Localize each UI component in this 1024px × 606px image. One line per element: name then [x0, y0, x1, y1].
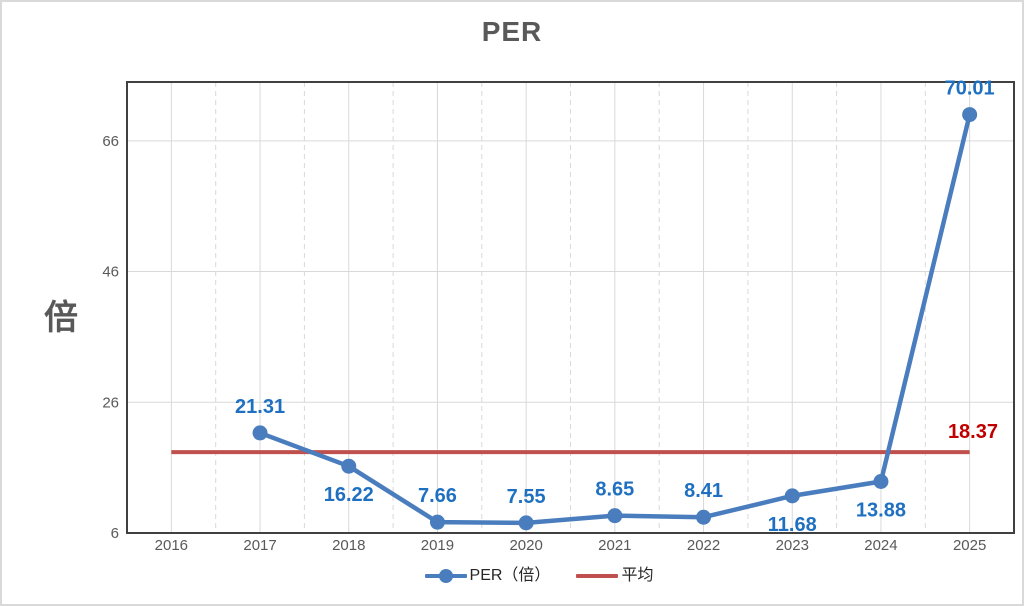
x-tick-label-2023: 2023	[776, 537, 809, 554]
data-label-2018: 16.22	[324, 484, 374, 506]
x-tick-label-2025: 2025	[953, 537, 986, 554]
y-tick-label-26: 26	[102, 394, 119, 411]
data-point-2023	[784, 488, 800, 504]
x-tick-label-2020: 2020	[509, 537, 542, 554]
chart-title: PER	[481, 16, 543, 47]
data-point-2021	[607, 508, 623, 524]
y-tick-label-66: 66	[102, 133, 119, 150]
x-tick-label-2022: 2022	[687, 537, 720, 554]
y-axis-title: 倍	[44, 299, 78, 337]
plot-border	[126, 81, 1015, 534]
legend: PER（倍） 平均	[56, 568, 1022, 584]
data-label-2017: 21.31	[235, 396, 285, 418]
x-tick-label-2017: 2017	[243, 537, 276, 554]
data-label-2024: 13.88	[856, 499, 906, 521]
x-tick-label-2024: 2024	[864, 537, 897, 554]
data-label-2023: 11.68	[768, 514, 817, 536]
legend-label-per: PER（倍）	[469, 567, 551, 584]
data-point-2018	[341, 458, 357, 474]
data-label-2021: 8.65	[595, 479, 634, 501]
data-point-2019	[429, 514, 445, 530]
legend-item-average: 平均	[576, 568, 653, 584]
y-tick-label-46: 46	[102, 264, 119, 281]
x-tick-label-2019: 2019	[421, 537, 454, 554]
data-label-2022: 8.41	[684, 480, 723, 502]
legend-label-average: 平均	[621, 567, 654, 584]
average-line-sample	[576, 574, 619, 578]
per-marker-sample	[438, 569, 453, 583]
y-tick-label-6: 6	[111, 525, 119, 542]
data-point-2020	[518, 515, 534, 531]
legend-item-per: PER（倍）	[424, 567, 551, 584]
x-tick-label-2016: 2016	[155, 537, 188, 554]
data-label-2025: 70.01	[945, 78, 995, 100]
average-value-label: 18.37	[948, 421, 998, 443]
x-tick-label-2018: 2018	[332, 537, 365, 554]
per-line-sample	[424, 569, 467, 583]
data-label-2020: 7.55	[507, 486, 546, 508]
data-point-2024	[873, 473, 889, 489]
data-point-2022	[696, 509, 712, 525]
data-point-2017	[252, 425, 268, 441]
data-label-2019: 7.66	[418, 485, 457, 507]
x-tick-label-2021: 2021	[598, 537, 631, 554]
data-point-2025	[962, 107, 978, 123]
